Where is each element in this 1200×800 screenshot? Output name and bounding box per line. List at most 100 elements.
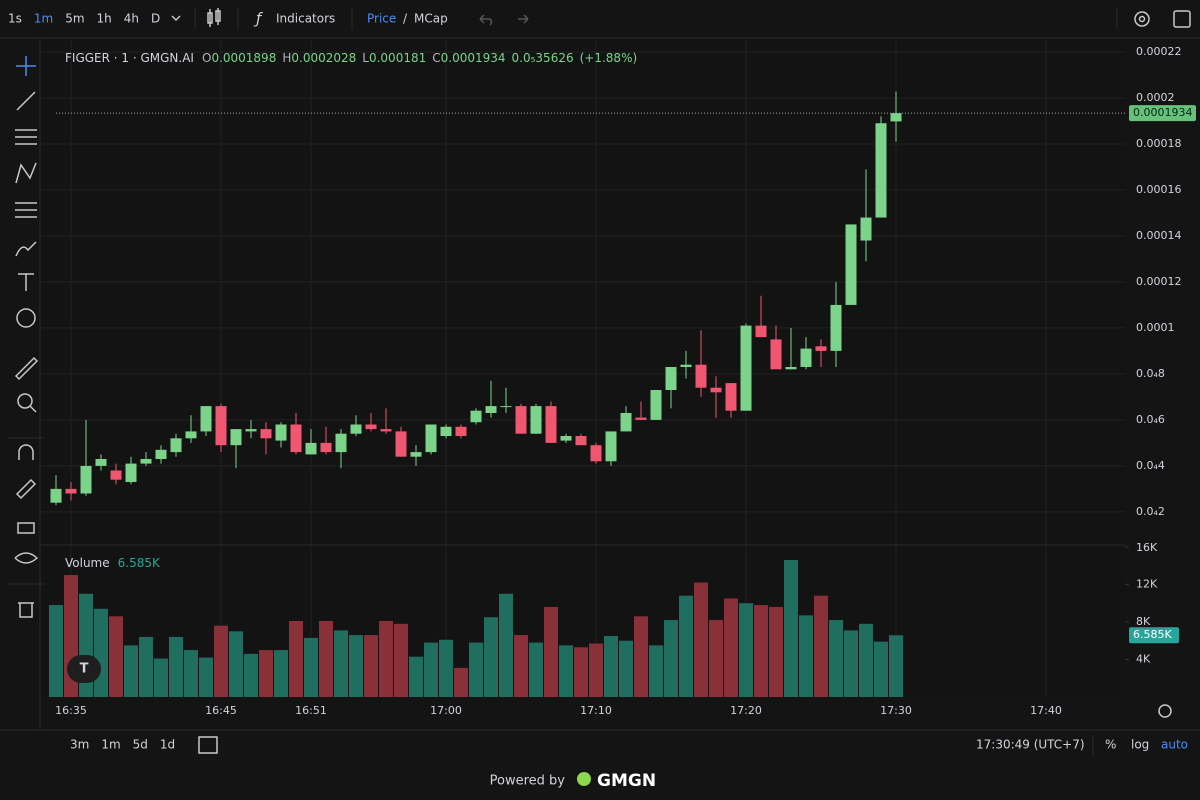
candle-body [125, 463, 137, 482]
last-volume-label: 6.585K [1133, 628, 1172, 641]
emoji-tool[interactable] [16, 308, 36, 328]
interval-button[interactable]: 5m [65, 12, 84, 26]
axis-settings[interactable] [1158, 704, 1172, 718]
volume-bar [229, 631, 243, 697]
y-tick-label: 0.00012 [1136, 275, 1182, 288]
zoom-tool[interactable] [17, 393, 33, 409]
delete-tool[interactable] [18, 602, 34, 618]
hide-tool[interactable] [14, 552, 39, 564]
volume-bar [304, 637, 318, 697]
zoom-handle [29, 405, 37, 413]
brush-tool[interactable] [15, 241, 37, 257]
redo[interactable] [518, 14, 529, 24]
candle-body [350, 424, 362, 434]
auto-toggle[interactable]: auto [1161, 738, 1188, 752]
lock-tool[interactable] [17, 522, 35, 534]
brand: GMGN [597, 771, 656, 791]
high-label: H [282, 51, 291, 65]
magnet-tool[interactable] [18, 444, 34, 460]
x-tick-label: 16:51 [295, 704, 327, 717]
axes: 0.00022 0.0002 0.00018 0.00016 0.00014 0.0001… [55, 45, 1196, 717]
candle-body [200, 406, 212, 432]
candle-body [710, 387, 722, 393]
range-button[interactable]: 1m [101, 738, 120, 752]
change: 0.0₅35626 [512, 51, 574, 65]
candle-body [305, 442, 317, 455]
candle-body [290, 424, 302, 453]
candle-body [185, 431, 197, 439]
y-tick-label: 0.00022 [1136, 45, 1182, 58]
volume-bar [94, 608, 108, 697]
toggle-slash: / [403, 12, 408, 26]
interval-button[interactable]: 1s [8, 12, 22, 26]
candle-body [425, 424, 437, 453]
range-button[interactable]: 3m [70, 738, 89, 752]
volume-bar [709, 620, 723, 697]
volume-bar [724, 598, 738, 697]
candle-body [440, 426, 452, 436]
log-toggle[interactable]: log [1131, 738, 1149, 752]
range-button[interactable]: 1d [160, 738, 175, 752]
percent-toggle[interactable]: % [1105, 738, 1116, 752]
crosshair-tool[interactable] [16, 56, 36, 76]
volume-bar [769, 606, 783, 697]
candle-body [725, 383, 737, 411]
y-tick-label: 0.0₄8 [1136, 367, 1165, 380]
volume-bar [679, 595, 693, 697]
range-button[interactable]: 5d [133, 738, 148, 752]
candle-type-icon[interactable] [207, 8, 221, 27]
pattern-tool[interactable] [15, 162, 37, 184]
price-toggle[interactable]: Price [367, 12, 396, 26]
lock-draw-tool[interactable] [15, 478, 37, 500]
change-pct: (+1.88%) [580, 51, 638, 65]
volume-bar [454, 667, 468, 697]
plot-area [41, 40, 1125, 697]
symbol: FIGGER · 1 · GMGN.AI [65, 51, 194, 65]
mcap-toggle[interactable]: MCap [414, 12, 448, 26]
volume-bar [409, 656, 423, 697]
volume-tick-label: 4K [1136, 652, 1151, 665]
fib-tool[interactable] [15, 129, 37, 145]
settings[interactable] [1134, 11, 1150, 27]
interval-button[interactable]: 1h [97, 12, 112, 26]
volume-bar [814, 595, 828, 697]
x-tick-label: 17:20 [730, 704, 762, 717]
candle-body [785, 367, 797, 370]
tv-logo[interactable] [67, 655, 101, 683]
volume-bar [199, 657, 213, 697]
undo[interactable] [479, 14, 493, 26]
ruler-tool[interactable] [14, 356, 39, 381]
candles [50, 91, 902, 505]
clock: 17:30:49 (UTC+7) [976, 738, 1085, 752]
y-tick-label: 0.0002 [1136, 91, 1175, 104]
interval-button[interactable]: 1m [34, 12, 53, 26]
volume-bar [829, 620, 843, 697]
volume-bar [109, 616, 123, 697]
low-label: L [362, 51, 369, 65]
candle-body [50, 488, 62, 503]
interval-menu[interactable] [171, 15, 181, 22]
candle-body [770, 339, 782, 370]
volume-bar [364, 635, 378, 697]
candle-body [605, 431, 617, 462]
candle-body [500, 406, 512, 408]
tv-logo-mark: T [80, 662, 89, 677]
volume-bar [349, 635, 363, 697]
candle-body [155, 449, 167, 459]
date-range-icon[interactable] [198, 736, 218, 754]
candle-body [260, 429, 272, 439]
x-tick-label: 17:30 [880, 704, 912, 717]
projection-tool[interactable] [15, 202, 37, 218]
interval-button[interactable]: 4h [124, 12, 139, 26]
trend-line-tool[interactable] [16, 91, 36, 111]
candle-body [815, 346, 827, 351]
indicators-button[interactable]: Indicators [276, 12, 335, 26]
screenshot[interactable] [1173, 10, 1191, 28]
candle-body [485, 406, 497, 414]
text-tool[interactable] [18, 273, 34, 291]
volume-bar [214, 625, 228, 697]
candle-body [470, 410, 482, 423]
interval-button[interactable]: D [151, 12, 160, 26]
high-value: 0.0002028 [291, 51, 356, 65]
